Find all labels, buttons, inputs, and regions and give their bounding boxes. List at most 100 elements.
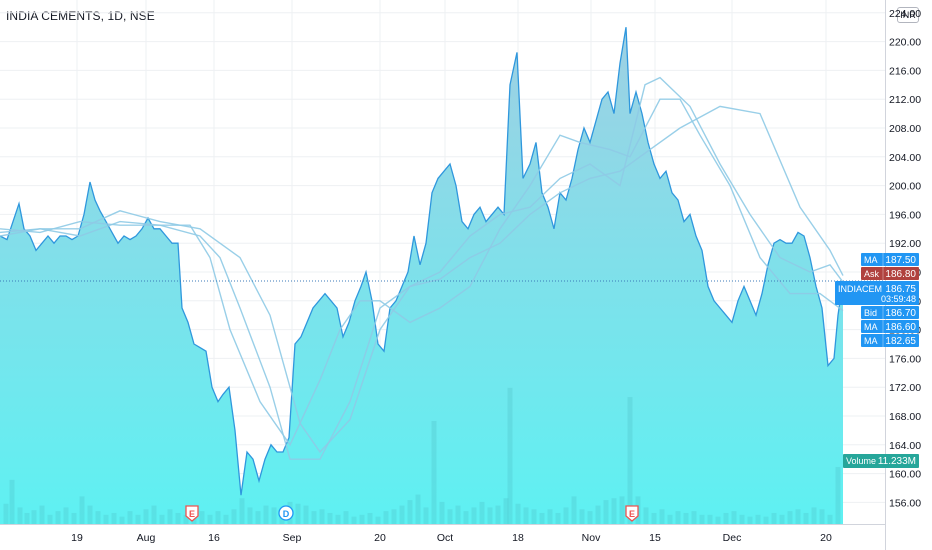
price-line — [0, 27, 844, 496]
volume-bar — [39, 505, 45, 524]
y-tick-label: 216.00 — [889, 65, 921, 77]
volume-bar — [17, 507, 23, 524]
label-bg — [861, 267, 919, 280]
earnings-icon — [185, 505, 199, 522]
volume-bar — [659, 509, 665, 524]
label-bg — [861, 334, 919, 347]
y-tick-label: 156.00 — [889, 497, 921, 509]
label-bg — [861, 253, 919, 266]
label-value: 186.75 — [885, 284, 916, 295]
y-tick-label: 192.00 — [889, 238, 921, 250]
volume-bar — [63, 507, 69, 524]
currency-badge[interactable]: INR — [897, 7, 919, 23]
volume-bar — [707, 514, 713, 524]
volume-bar — [343, 511, 349, 524]
volume-bar — [359, 514, 365, 524]
dividend-icon — [278, 505, 294, 521]
volume-bar — [47, 514, 53, 524]
label-value: 182.65 — [885, 336, 916, 347]
volume-bar — [111, 512, 117, 524]
x-tick-label: 20 — [820, 532, 832, 544]
volume-bar — [803, 512, 809, 524]
event-marker[interactable]: D — [278, 505, 294, 521]
volume-bar — [495, 505, 501, 524]
volume-bar — [55, 511, 61, 524]
event-symbol: E — [629, 509, 635, 519]
event-symbol: D — [283, 509, 290, 519]
volume-bar — [755, 514, 761, 524]
volume-bar — [571, 496, 577, 524]
volume-bar — [103, 514, 109, 524]
volume-bar — [683, 512, 689, 524]
event-marker[interactable]: E — [625, 505, 639, 522]
y-tick-label: 212.00 — [889, 94, 921, 106]
y-tick-label: 204.00 — [889, 152, 921, 164]
x-tick-label: Aug — [137, 532, 156, 544]
label-value: 186.60 — [885, 322, 916, 333]
volume-bar — [515, 503, 521, 524]
event-marker[interactable]: E — [185, 505, 199, 522]
volume-bar — [835, 466, 841, 524]
x-tick-label: 18 — [512, 532, 524, 544]
volume-bar — [24, 512, 30, 524]
volume-bar — [311, 511, 317, 524]
volume-bar — [319, 509, 325, 524]
y-tick-label: 172.00 — [889, 382, 921, 394]
label-countdown: 03:59:48 — [881, 294, 916, 304]
volume-bar — [167, 509, 173, 524]
volume-bar — [819, 509, 825, 524]
volume-bar — [603, 500, 609, 524]
volume-bar — [383, 511, 389, 524]
volume-bar — [87, 505, 93, 524]
volume-bar — [811, 507, 817, 524]
y-tick-label: 176.00 — [889, 353, 921, 365]
volume-bar — [471, 507, 477, 524]
x-tick-label: Dec — [723, 532, 742, 544]
volume-bar — [691, 511, 697, 524]
label-name: Volume — [846, 456, 876, 466]
volume-bar — [763, 516, 769, 524]
volume-bar — [531, 509, 537, 524]
label-bg — [861, 306, 919, 319]
volume-bar — [739, 514, 745, 524]
volume-bar — [723, 512, 729, 524]
y-tick-label: 224.00 — [889, 8, 921, 20]
label-value: 186.70 — [885, 308, 916, 319]
price-label-bid: Bid 186.70 — [861, 306, 919, 319]
volume-bar — [827, 514, 833, 524]
volume-bar — [183, 514, 189, 524]
x-tick-label: 20 — [374, 532, 386, 544]
volume-bar — [487, 507, 493, 524]
volume-bar — [263, 505, 269, 524]
volume-bar — [247, 507, 253, 524]
volume-bar — [747, 516, 753, 524]
volume-bar — [223, 514, 229, 524]
volume-bar — [351, 516, 357, 524]
volume-bar — [3, 503, 9, 524]
volume-bar — [231, 509, 237, 524]
volume-bar — [135, 514, 141, 524]
y-tick-label: 160.00 — [889, 469, 921, 481]
volume-bar — [415, 494, 421, 524]
volume-bar — [391, 509, 397, 524]
label-name: MA — [864, 336, 878, 346]
y-tick-label: 168.00 — [889, 411, 921, 423]
volume-bar — [9, 479, 15, 524]
price-area — [0, 27, 844, 524]
volume-bar — [795, 509, 801, 524]
volume-bar — [31, 510, 37, 524]
label-name: Ask — [864, 269, 880, 279]
volume-bar — [431, 420, 437, 524]
volume-bar — [587, 511, 593, 524]
volume-bar — [667, 514, 673, 524]
volume-bar — [367, 512, 373, 524]
label-name: MA — [864, 322, 878, 332]
price-label-ma1: MA 187.50 — [861, 253, 919, 266]
volume-bar — [271, 507, 277, 524]
volume-bar — [771, 512, 777, 524]
volume-bar — [779, 514, 785, 524]
price-label-volume: Volume 11.233M — [843, 454, 919, 468]
